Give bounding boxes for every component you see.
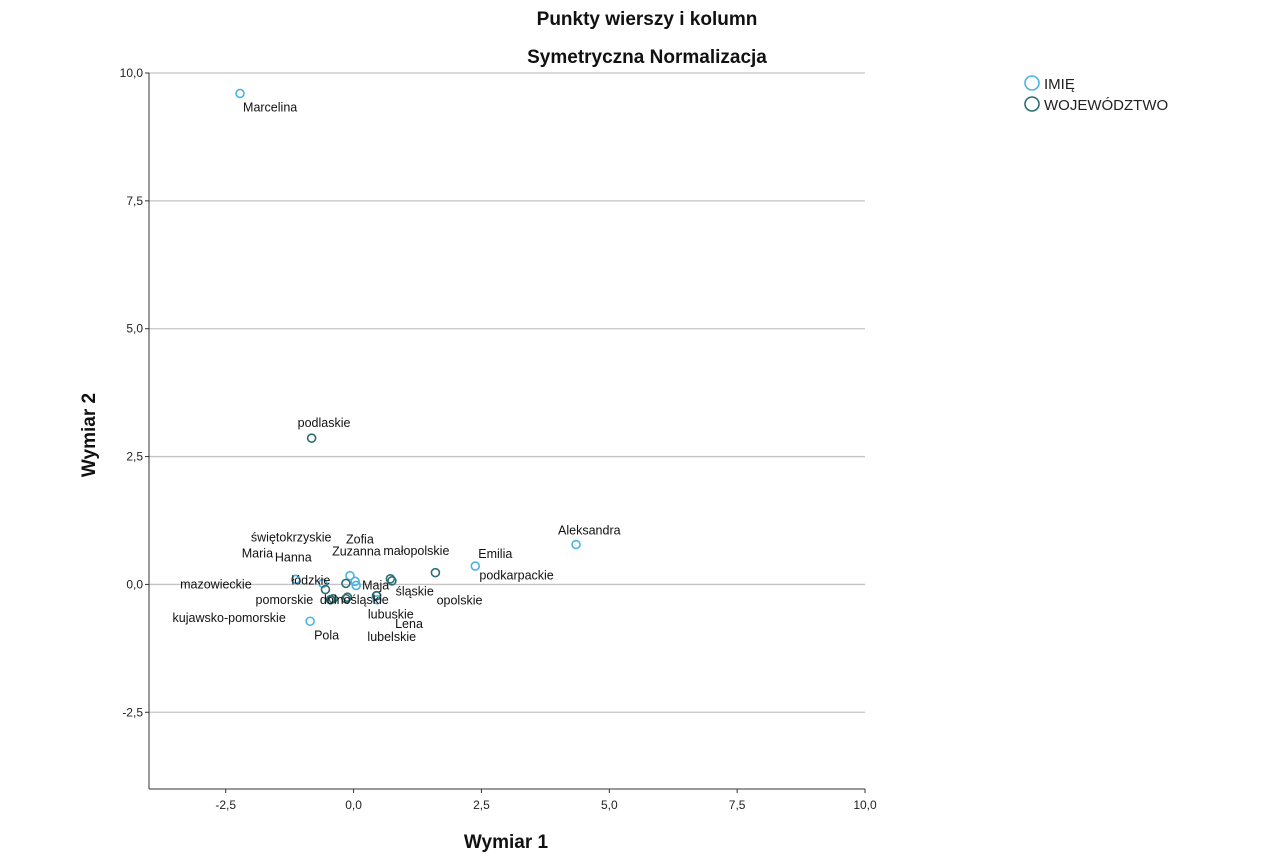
gridlines <box>149 72 865 713</box>
y-tick-label-4: 7,5 <box>126 194 143 208</box>
chart-subtitle: Symetryczna Normalizacja <box>527 47 767 68</box>
legend-label-0: IMIĘ <box>1044 76 1075 93</box>
axes: -2,5 0,0 2,5 5,0 7,5 10,0 -2,5 0,0 2,5 5,0 7,5 10,0 <box>120 66 877 812</box>
y-tick-label-5: 10,0 <box>120 66 144 80</box>
y-tick-label-3: 5,0 <box>126 322 143 336</box>
point-label-0-7: Maja <box>362 578 389 592</box>
point-label-1-7: kujawsko-pomorskie <box>173 611 286 625</box>
data-points <box>235 88 581 627</box>
point-label-1-11: opolskie <box>437 594 483 608</box>
point-label-0-8: Pola <box>314 628 339 642</box>
point-label-1-4: łódzkie <box>291 574 330 588</box>
y-tick-label-1: 0,0 <box>126 577 143 591</box>
legend-marker-0 <box>1024 75 1040 91</box>
y-axis-label: Wymiar 2 <box>79 393 100 477</box>
point-0-3 <box>290 574 301 585</box>
point-label-1-1: świętokrzyskie <box>251 530 332 544</box>
point-1-12 <box>387 576 397 586</box>
point-label-1-12: dolnośląskie <box>320 593 389 607</box>
point-0-7 <box>351 580 361 591</box>
point-1-4 <box>320 584 331 595</box>
point-labels: Marcelina Aleksandra Emilia Maria Hanna Zofia… <box>173 100 621 644</box>
point-label-1-9: lubelskie <box>367 630 416 644</box>
point-label-1-8: lubuskie <box>368 608 414 622</box>
point-0-6 <box>350 576 360 587</box>
point-label-1-2: małopolskie <box>383 544 449 558</box>
point-label-1-5: mazowieckie <box>180 578 252 592</box>
point-0-4 <box>318 578 328 589</box>
point-label-0-6: Zuzanna <box>332 544 381 558</box>
point-1-7 <box>325 594 336 605</box>
point-1-0 <box>306 433 317 443</box>
chart-title: Punkty wierszy i kolumn <box>537 9 758 30</box>
y-tick-label-0: -2,5 <box>122 705 143 719</box>
x-tick-label-3: 5,0 <box>601 798 618 812</box>
point-label-0-2: Emilia <box>478 547 512 561</box>
y-tick-label-2: 2,5 <box>126 450 143 464</box>
point-1-11 <box>371 590 382 601</box>
point-1-8 <box>341 593 351 604</box>
point-0-1 <box>571 539 581 550</box>
x-tick-label-1: 0,0 <box>345 798 362 812</box>
point-label-0-0: Marcelina <box>243 100 297 114</box>
point-1-3 <box>430 567 441 578</box>
legend: IMIĘ WOJEWÓDZTWO <box>1024 75 1168 114</box>
point-label-0-4: Hanna <box>275 550 312 564</box>
point-0-8 <box>305 616 315 627</box>
legend-marker-1 <box>1024 96 1040 112</box>
x-tick-label-2: 2,5 <box>473 798 490 812</box>
point-label-0-3: Maria <box>242 546 273 560</box>
point-label-0-9: Lena <box>395 617 423 631</box>
point-1-1 <box>341 578 351 589</box>
point-label-1-3: podkarpackie <box>479 569 553 583</box>
point-0-2 <box>470 561 481 571</box>
x-tick-label-5: 10,0 <box>853 798 877 812</box>
point-1-2 <box>385 574 396 584</box>
point-0-0 <box>235 88 245 99</box>
point-label-0-5: Zofia <box>346 533 374 547</box>
point-1-9 <box>342 592 353 603</box>
point-label-0-1: Aleksandra <box>558 524 621 538</box>
point-0-9 <box>372 594 382 605</box>
x-tick-label-0: -2,5 <box>215 798 236 812</box>
point-0-5 <box>345 570 355 581</box>
legend-label-1: WOJEWÓDZTWO <box>1044 97 1168 114</box>
x-tick-label-4: 7,5 <box>729 798 746 812</box>
point-label-1-0: podlaskie <box>298 416 351 430</box>
point-label-1-10: śląskie <box>396 585 434 599</box>
x-axis-label: Wymiar 1 <box>464 832 549 853</box>
point-label-1-6: pomorskie <box>256 593 314 607</box>
